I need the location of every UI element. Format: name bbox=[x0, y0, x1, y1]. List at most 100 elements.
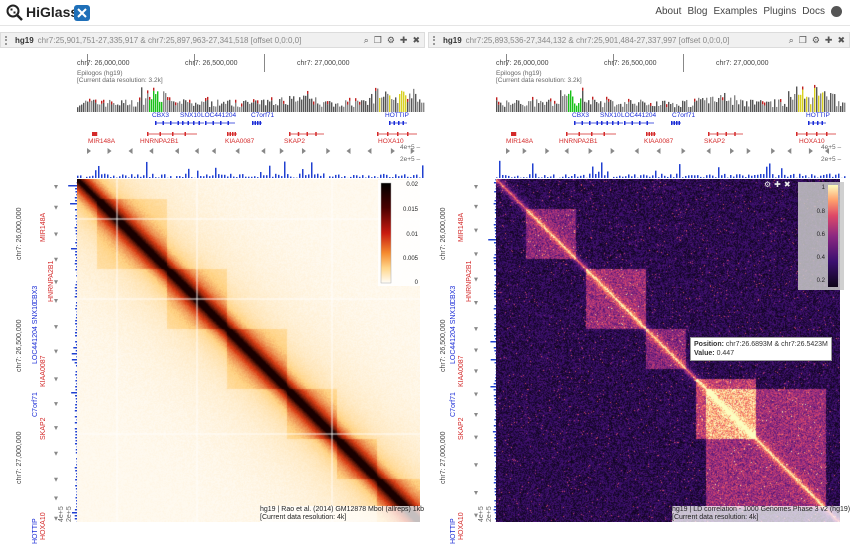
epilogos-bar bbox=[229, 100, 230, 112]
nav-docs[interactable]: Docs bbox=[802, 6, 825, 17]
vertical-signal-bar bbox=[76, 239, 77, 241]
epilogos-bar bbox=[119, 105, 120, 112]
copy-icon[interactable]: ❐ bbox=[799, 35, 807, 46]
epilogos-bar bbox=[351, 106, 352, 112]
vertical-signal-bar bbox=[76, 293, 77, 295]
vertical-signal-bar bbox=[495, 245, 496, 247]
signal-bar bbox=[230, 174, 232, 178]
add-icon[interactable]: ✚ bbox=[825, 35, 833, 46]
vertical-signal-bar bbox=[494, 476, 496, 478]
signal-bar bbox=[658, 177, 660, 178]
epilogos-bar bbox=[610, 100, 611, 112]
vertical-ruler-label: chr7: 27,000,000 bbox=[16, 431, 23, 484]
signal-bar bbox=[410, 177, 412, 178]
vertical-signal-bar bbox=[75, 479, 77, 481]
signal-bar bbox=[703, 177, 705, 178]
x-logo-icon[interactable] bbox=[74, 5, 90, 21]
epilogos-bar bbox=[345, 100, 346, 112]
epilogos-bar bbox=[321, 107, 322, 112]
epilogos-bar bbox=[161, 102, 162, 112]
vertical-signal-bar bbox=[76, 503, 77, 505]
signal-bar bbox=[613, 177, 615, 178]
assembly-selector[interactable]: hg19 bbox=[443, 36, 462, 45]
epilogos-bar bbox=[221, 104, 222, 112]
epilogos-bar bbox=[89, 99, 90, 102]
epilogos-bar bbox=[113, 103, 114, 112]
signal-bar bbox=[209, 176, 211, 178]
gear-icon[interactable]: ⚙ bbox=[764, 180, 771, 189]
hic-heatmap[interactable] bbox=[77, 179, 420, 522]
epilogos-bar bbox=[145, 98, 146, 112]
signal-bar bbox=[550, 176, 552, 178]
signal-bar bbox=[383, 174, 385, 178]
epilogos-bar bbox=[319, 105, 320, 112]
epilogos-bar bbox=[698, 98, 699, 112]
gene-exon bbox=[188, 121, 190, 125]
gene-exon bbox=[607, 121, 609, 125]
signal-bar bbox=[335, 175, 337, 178]
colorbar[interactable]: 0.02 0.015 0.01 0.005 0 bbox=[378, 180, 423, 286]
github-icon[interactable] bbox=[831, 6, 842, 17]
colorbar[interactable]: 1 0.8 0.6 0.4 0.2 bbox=[798, 182, 844, 290]
signal-bar bbox=[829, 174, 831, 178]
search-icon[interactable]: ⌕ bbox=[789, 35, 794, 46]
add-icon[interactable]: ✚ bbox=[774, 180, 781, 189]
vertical-signal-bar bbox=[494, 260, 496, 262]
epilogos-bar bbox=[333, 107, 334, 112]
epilogos-bar bbox=[792, 100, 793, 112]
gene-exon bbox=[717, 132, 719, 136]
signal-bar bbox=[820, 176, 822, 178]
nav-about[interactable]: About bbox=[655, 6, 681, 17]
nav-plugins[interactable]: Plugins bbox=[763, 6, 796, 17]
vertical-signal-bar bbox=[495, 449, 496, 451]
epilogos-bar bbox=[261, 100, 262, 112]
signal-bar bbox=[110, 177, 112, 178]
epilogos-bar bbox=[383, 97, 384, 112]
epilogos-bar bbox=[756, 101, 757, 112]
epilogos-bar bbox=[738, 104, 739, 112]
epilogos-bar bbox=[782, 106, 783, 112]
drag-handle-icon[interactable] bbox=[5, 36, 11, 45]
epilogos-bar bbox=[534, 107, 535, 112]
add-icon[interactable]: ✚ bbox=[400, 35, 408, 46]
epilogos-bar bbox=[189, 103, 190, 112]
gene-exon bbox=[816, 132, 818, 136]
vertical-signal-bar bbox=[494, 500, 496, 502]
epilogos-bar bbox=[508, 102, 509, 112]
gene-exon bbox=[182, 121, 184, 125]
signal-bar bbox=[278, 175, 280, 178]
gene-label: KIAA0087 bbox=[644, 138, 673, 145]
location-text[interactable]: chr7:25,893,536-27,344,132 & chr7:25,901… bbox=[466, 36, 789, 45]
epilogos-bar bbox=[498, 105, 499, 112]
copy-icon[interactable]: ❐ bbox=[374, 35, 382, 46]
vertical-signal-bar bbox=[75, 431, 77, 433]
strand-arrow bbox=[175, 148, 179, 154]
close-icon[interactable]: ✖ bbox=[837, 35, 845, 46]
nav-examples[interactable]: Examples bbox=[713, 6, 757, 17]
close-icon[interactable]: ✖ bbox=[412, 35, 420, 46]
magnifier-logo-icon[interactable] bbox=[6, 4, 23, 21]
vertical-signal-bar bbox=[494, 482, 496, 484]
gear-icon[interactable]: ⚙ bbox=[812, 35, 820, 46]
epilogos-bar bbox=[786, 107, 787, 112]
signal-bar bbox=[589, 174, 591, 178]
epilogos-bar bbox=[746, 101, 747, 112]
arrow-track bbox=[77, 146, 425, 156]
epilogos-bar bbox=[506, 100, 507, 112]
drag-handle-icon[interactable] bbox=[433, 36, 439, 45]
nav-blog[interactable]: Blog bbox=[687, 6, 707, 17]
gear-icon[interactable]: ⚙ bbox=[387, 35, 395, 46]
brand-title[interactable]: HiGlass bbox=[26, 4, 78, 20]
epilogos-bar bbox=[762, 104, 763, 112]
signal-bar bbox=[164, 174, 166, 178]
search-icon[interactable]: ⌕ bbox=[364, 35, 369, 46]
signal-bar bbox=[374, 176, 376, 178]
vertical-signal-bar bbox=[75, 407, 77, 409]
epilogos-bar bbox=[542, 102, 543, 112]
assembly-selector[interactable]: hg19 bbox=[15, 36, 34, 45]
close-icon[interactable]: ✖ bbox=[784, 180, 791, 189]
strand-arrow bbox=[261, 148, 265, 154]
strand-arrow bbox=[771, 148, 775, 154]
signal-bar bbox=[631, 176, 633, 178]
location-text[interactable]: chr7:25,901,751-27,335,917 & chr7:25,897… bbox=[38, 36, 364, 45]
